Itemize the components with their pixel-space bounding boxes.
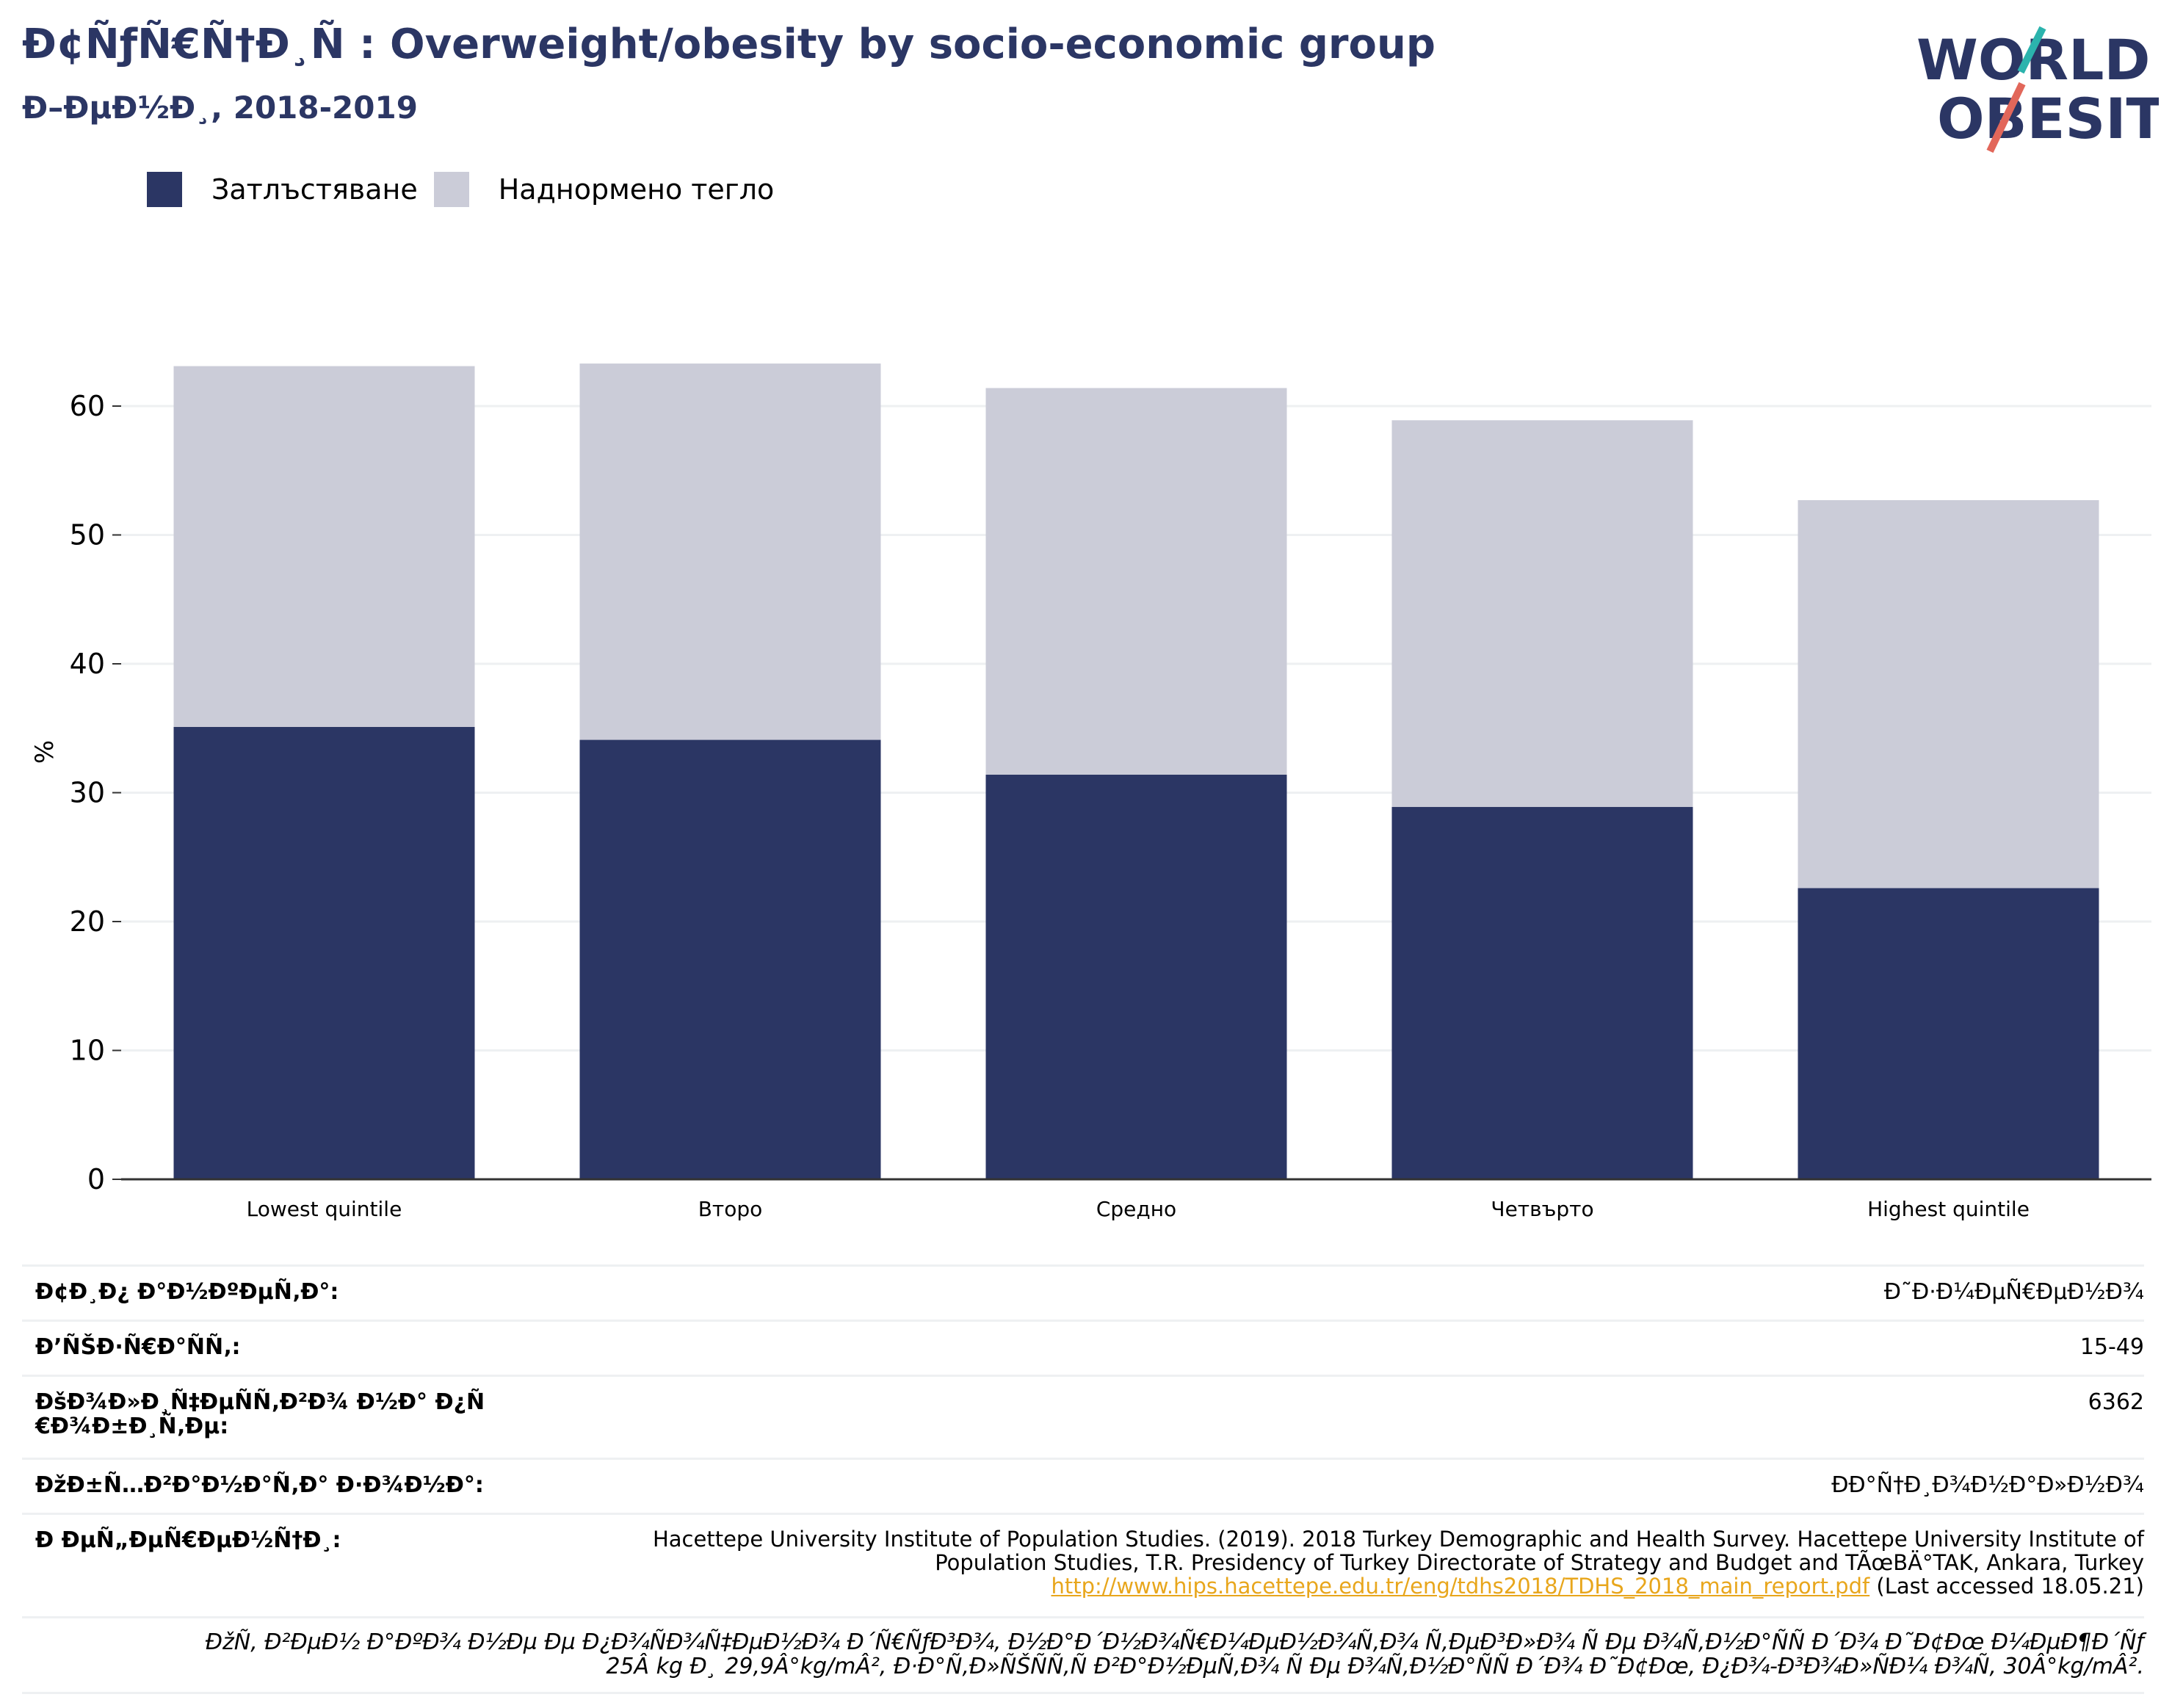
world-obesity-logo: WORLD OBESITY xyxy=(1916,26,2159,153)
footnote-line-2: 25Â kg Ð¸ 29,9Â°kg/mÂ², Ð·Ð°Ñ‚Ð»ÑŠÑÑ‚Ñ Ð… xyxy=(606,1654,2144,1679)
info-label: ÐšÐ¾Ð»Ð¸Ñ‡ÐµÑÑ‚Ð²Ð¾ Ð½Ð° Ð¿Ñ€Ð¾Ð±Ð¸Ñ‚Ðµ: xyxy=(35,1389,485,1439)
info-label: ÐžÐ±Ñ…Ð²Ð°Ð½Ð°Ñ‚Ð° Ð·Ð¾Ð½Ð°: xyxy=(35,1472,484,1498)
bar-overweight-2 xyxy=(579,363,881,740)
x-tick-label: Второ xyxy=(698,1197,763,1221)
info-row-survey-type: Ð¢Ð¸Ð¿ Ð°Ð½ÐºÐµÑ‚Ð°: Ð˜Ð·Ð¼ÐµÑ€ÐµÐ½Ð¾ xyxy=(22,1264,2144,1320)
footnote-line-1: ÐžÑ‚ Ð²ÐµÐ½ Ð°ÐºÐ¾ Ð½Ðµ Ðµ Ð¿Ð¾ÑÐ¾Ñ‡ÐµÐ½… xyxy=(205,1629,2144,1655)
x-tick-label: Четвърто xyxy=(1491,1197,1593,1221)
chart-title: Ð¢ÑƒÑ€Ñ†Ð¸Ñ : Overweight/obesity by soci… xyxy=(22,21,1436,68)
y-axis: 0 10 20 30 40 50 60 xyxy=(70,390,121,1195)
info-value: ÐÐ°Ñ†Ð¸Ð¾Ð½Ð°Ð»Ð½Ð¾ xyxy=(1831,1472,2144,1498)
info-value: Ð˜Ð·Ð¼ÐµÑ€ÐµÐ½Ð¾ xyxy=(1883,1279,2144,1305)
legend-label-obesity: Затлъстяване xyxy=(211,173,418,206)
legend-swatch-obesity xyxy=(147,172,182,207)
y-tick-label: 30 xyxy=(70,777,105,809)
info-value: 6362 xyxy=(2088,1389,2144,1415)
bar-obesity-1 xyxy=(173,726,475,1179)
y-axis-label: % xyxy=(30,740,59,764)
y-tick-label: 50 xyxy=(70,519,105,551)
info-row-references: Ð ÐµÑ„ÐµÑ€ÐµÐ½Ñ†Ð¸: Hacettepe University… xyxy=(22,1513,2144,1616)
source-accessed: (Last accessed 18.05.21) xyxy=(1869,1573,2144,1599)
info-value: 15-49 xyxy=(2079,1334,2144,1360)
source-line-2: Population Studies, T.R. Presidency of T… xyxy=(935,1549,2144,1575)
info-row-sample-size: ÐšÐ¾Ð»Ð¸Ñ‡ÐµÑÑ‚Ð²Ð¾ Ð½Ð° Ð¿Ñ€Ð¾Ð±Ð¸Ñ‚Ðµ:… xyxy=(22,1375,2144,1458)
bar-obesity-4 xyxy=(1391,806,1693,1179)
bar-obesity-5 xyxy=(1798,888,2099,1179)
logo-slash-teal xyxy=(2017,26,2046,74)
x-tick-label: Lowest quintile xyxy=(247,1197,402,1221)
legend: Затлъстяване Наднормено тегло xyxy=(147,170,790,209)
legend-swatch-overweight xyxy=(433,172,469,207)
bar-overweight-3 xyxy=(985,388,1287,775)
y-tick-label: 40 xyxy=(70,648,105,680)
x-axis: Lowest quintile Второ Средно Четвърто Highes… xyxy=(121,1178,2151,1221)
bars xyxy=(173,363,2099,1179)
info-label: Ð ÐµÑ„ÐµÑ€ÐµÐ½Ñ†Ð¸: xyxy=(35,1527,341,1553)
legend-item-overweight: Наднормено тегло xyxy=(433,172,775,207)
logo-slash-coral xyxy=(1986,82,2026,153)
bar-overweight-4 xyxy=(1391,420,1693,807)
y-tick-label: 20 xyxy=(70,905,105,938)
x-tick-label: Highest quintile xyxy=(1867,1197,2030,1221)
x-tick-label: Средно xyxy=(1096,1197,1176,1221)
bar-obesity-3 xyxy=(985,774,1287,1179)
source-line-1: Hacettepe University Institute of Popula… xyxy=(652,1527,2144,1552)
info-table: Ð¢Ð¸Ð¿ Ð°Ð½ÐºÐµÑ‚Ð°: Ð˜Ð·Ð¼ÐµÑ€ÐµÐ½Ð¾ Ð’… xyxy=(22,1264,2144,1694)
stacked-bar-chart: 0 10 20 30 40 50 60 Lowest quintile Второ Средно… xyxy=(30,363,2151,1221)
info-row-area: ÐžÐ±Ñ…Ð²Ð°Ð½Ð°Ñ‚Ð° Ð·Ð¾Ð½Ð°: ÐÐ°Ñ†Ð¸Ð¾Ð½… xyxy=(22,1458,2144,1513)
chart-subtitle: Ð–ÐµÐ½Ð¸, 2018-2019 xyxy=(22,90,418,126)
info-label: Ð’ÑŠÐ·Ñ€Ð°ÑÑ‚: xyxy=(35,1334,241,1360)
bar-obesity-2 xyxy=(579,739,881,1179)
info-label: Ð¢Ð¸Ð¿ Ð°Ð½ÐºÐµÑ‚Ð°: xyxy=(35,1279,339,1305)
y-tick-label: 10 xyxy=(70,1035,105,1067)
logo-text-obesity: OBESITY xyxy=(1937,86,2159,151)
legend-label-overweight: Наднормено тегло xyxy=(498,173,775,206)
source-text: Hacettepe University Institute of Popula… xyxy=(358,1527,2144,1603)
source-link[interactable]: http://www.hips.hacettepe.edu.tr/eng/tdh… xyxy=(1051,1573,1870,1599)
y-tick-label: 0 xyxy=(87,1163,105,1195)
footnote: ÐžÑ‚ Ð²ÐµÐ½ Ð°ÐºÐ¾ Ð½Ðµ Ðµ Ð¿Ð¾ÑÐ¾Ñ‡ÐµÐ½… xyxy=(22,1616,2144,1694)
y-tick-label: 60 xyxy=(70,390,105,422)
info-row-age: Ð’ÑŠÐ·Ñ€Ð°ÑÑ‚: 15-49 xyxy=(22,1320,2144,1375)
bar-overweight-5 xyxy=(1798,500,2099,889)
logo-text-world: WORLD xyxy=(1916,27,2150,93)
legend-item-obesity: Затлъстяване xyxy=(147,172,418,207)
bar-overweight-1 xyxy=(173,366,475,727)
